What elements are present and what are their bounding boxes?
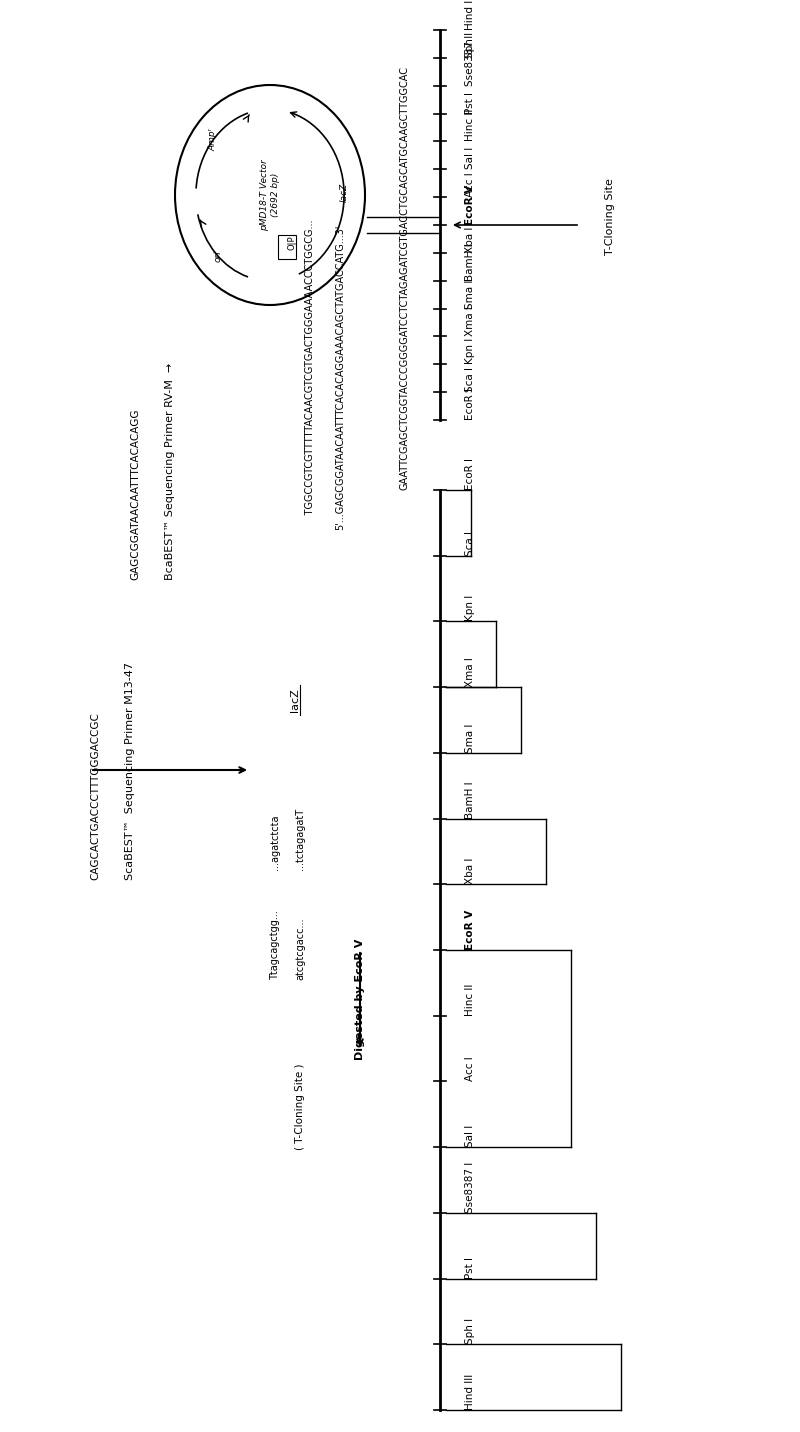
Text: 5'...GAGCGGATAACAATTTCACACAGGAAACAGCTATGACCATG...3': 5'...GAGCGGATAACAATTTCACACAGGAAACAGCTATG… [335,225,345,530]
Text: ...tctagagatT: ...tctagagatT [295,808,305,871]
Text: Pst I: Pst I [465,1256,475,1279]
Text: EcoR I: EcoR I [465,458,475,490]
Text: Sse8387 I: Sse8387 I [465,34,475,86]
Text: ( T-Cloning Site ): ( T-Cloning Site ) [295,1064,305,1150]
Text: atcgtcgacc...: atcgtcgacc... [295,918,305,979]
Text: Xma I: Xma I [465,657,475,687]
Text: Acc I: Acc I [465,1057,475,1081]
Text: ...agatctcta: ...agatctcta [270,815,280,871]
Text: Sph I: Sph I [465,1319,475,1345]
Text: T-Cloning Site: T-Cloning Site [605,178,615,255]
Text: EcoR I: EcoR I [465,388,475,420]
Text: ScaBEST™  Sequencing Primer M13-47: ScaBEST™ Sequencing Primer M13-47 [125,662,135,881]
Text: Sse8387 I: Sse8387 I [465,1161,475,1213]
Text: Xba I: Xba I [465,226,475,253]
Text: Pst I: Pst I [465,92,475,113]
Text: Hinc II: Hinc II [465,109,475,142]
Text: pMD18-T Vector
(2692 bp): pMD18-T Vector (2692 bp) [260,159,280,231]
Text: Digested by EcoR V: Digested by EcoR V [355,938,365,1060]
Text: Kpn I: Kpn I [465,338,475,364]
Text: EcoR V: EcoR V [465,185,475,225]
Text: Sma I: Sma I [465,723,475,753]
Text: lacZ: lacZ [290,689,300,712]
Text: Acc I: Acc I [465,172,475,198]
Text: EcoR V: EcoR V [465,909,475,949]
Text: Ttagcagctgg...: Ttagcagctgg... [270,911,280,979]
Text: Hind III: Hind III [465,0,475,30]
Text: lacZ: lacZ [339,182,349,202]
Text: BamH I: BamH I [465,780,475,819]
Text: GAGCGGATAACAATTTCACACAGG: GAGCGGATAACAATTTCACACAGG [130,408,140,580]
Text: BamH I: BamH I [465,243,475,281]
Text: Sal I: Sal I [465,147,475,169]
Text: Sca I: Sca I [465,367,475,392]
Text: Hind III: Hind III [465,1373,475,1411]
Text: BcaBEST™ Sequencing Primer RV-M  →: BcaBEST™ Sequencing Primer RV-M → [165,362,175,580]
Text: Sca I: Sca I [465,531,475,556]
Text: Sma I: Sma I [465,279,475,308]
Text: GAATTCGAGCTCGGTACCCGGGGATCCTCTAGAGATCGTGACCTGCAGCATGCAAGCTTGGCAC: GAATTCGAGCTCGGTACCCGGGGATCCTCTAGAGATCGTG… [400,66,410,490]
Text: Ampʳ: Ampʳ [209,129,218,152]
Text: Sph I: Sph I [465,32,475,57]
Text: Hinc II: Hinc II [465,984,475,1015]
Text: O|P: O|P [287,235,296,251]
Text: Xma I: Xma I [465,306,475,337]
Text: ori: ori [213,249,222,262]
Text: Sal I: Sal I [465,1126,475,1147]
Text: Kpn I: Kpn I [465,596,475,621]
Text: TGGCCGTCGTTTTTACAACGTCGTGACTGGGAAAACCCTGGCG...: TGGCCGTCGTTTTTACAACGTCGTGACTGGGAAAACCCTG… [305,219,315,530]
Text: CAGCACTGACCCTTTGGGACCGC: CAGCACTGACCCTTTGGGACCGC [90,712,100,881]
Text: Xba I: Xba I [465,858,475,885]
